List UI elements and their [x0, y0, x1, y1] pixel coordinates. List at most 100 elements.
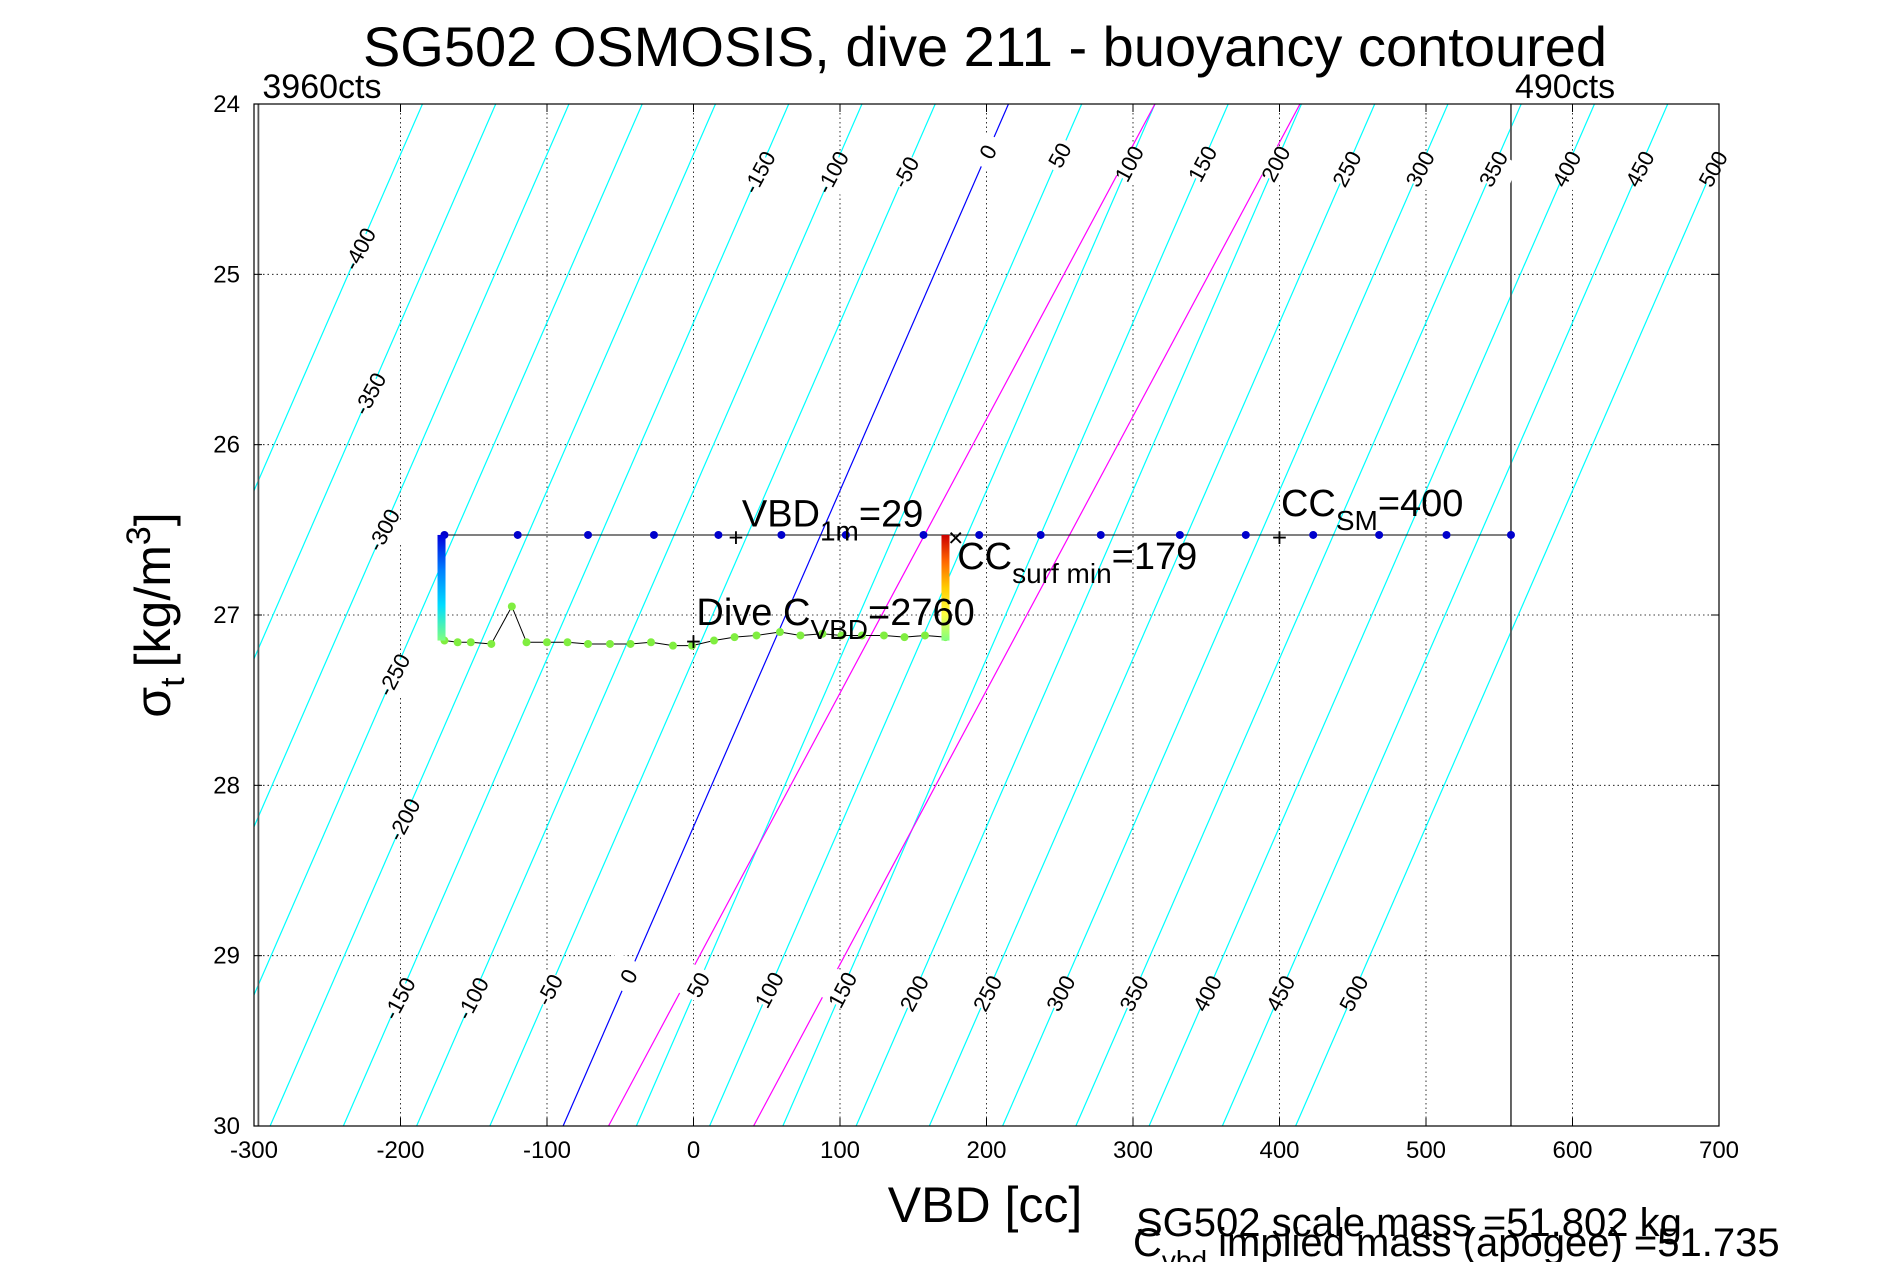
contour-label-bg [960, 968, 1015, 1018]
annotation-main: CC [1281, 483, 1336, 525]
x-tick-label: -100 [523, 1137, 571, 1164]
y-tick-label: 29 [213, 943, 240, 970]
surface-point [777, 530, 786, 539]
gradient-segment [941, 534, 950, 641]
y-tick-label: 28 [213, 772, 240, 799]
y-axis-superscript: 3 [120, 526, 158, 545]
dive-point [688, 641, 697, 650]
annotation-vbd1m: VBD1m=29 [742, 493, 924, 546]
dive-point [879, 631, 888, 640]
x-tick-label: 500 [1406, 1137, 1446, 1164]
contour-line [1221, 104, 1669, 1126]
contour-line [254, 104, 643, 997]
contour-line [254, 104, 424, 493]
marker: × [948, 522, 963, 552]
dive-point [647, 638, 656, 647]
y-tick-label: 24 [213, 91, 240, 118]
annotation-main: CC [957, 536, 1012, 578]
x-tick-label: 200 [966, 1137, 1006, 1164]
contour-line [254, 104, 497, 661]
y-axis-label: σt [kg/m3] [120, 512, 192, 717]
contour-label-bg [878, 147, 933, 197]
x-axis-label: VBD [cc] [888, 1177, 1082, 1233]
contour-label-bg [1106, 968, 1161, 1018]
surface-point [1375, 530, 1384, 539]
y-tick-label: 30 [213, 1113, 240, 1140]
annotation-sub: 1m [820, 515, 859, 546]
surface-point [649, 530, 658, 539]
y-axis-unit: [kg/m [125, 545, 181, 667]
annotation-main: VBD [742, 493, 820, 535]
annotation-sub: SM [1336, 505, 1378, 536]
dive-point [543, 638, 551, 647]
markers: + × + + [686, 522, 1287, 656]
annotation-sub: surf min [1012, 558, 1112, 589]
dive-point [775, 628, 784, 637]
y-tick-label: 25 [213, 261, 240, 288]
svg-text:σt[kg/m3]: σt [kg/m3] [120, 512, 192, 717]
footer-implied-mass-main: C [1133, 1221, 1162, 1262]
contour-labels: -400-350-300-250-200-150 -100 -500 50 100 150… [332, 127, 1740, 1024]
contour-label-bg [372, 973, 426, 1023]
contour-label-bg [522, 965, 577, 1015]
dive-point [522, 638, 531, 647]
x-tick-label: 0 [687, 1137, 700, 1164]
contour-line [342, 104, 790, 1126]
surface-point [1309, 530, 1318, 539]
y-axis-symbol: σ [125, 687, 181, 718]
dive-point [900, 633, 909, 642]
dive-point [920, 631, 929, 640]
dive-point [453, 638, 462, 647]
dive-series [437, 530, 1515, 650]
dive-point [668, 641, 677, 650]
marker: + [686, 626, 701, 656]
contour-line [1075, 104, 1522, 1126]
dive-point [466, 638, 475, 647]
contour-label-bg [332, 224, 387, 274]
annotation-ccsm: CCSM=400 [1281, 483, 1463, 536]
contour-line [269, 104, 717, 1126]
contour-label-bg [960, 127, 1015, 177]
contour-label-bg [1326, 968, 1381, 1018]
contour-label-bg [356, 505, 411, 555]
annotation-tail: =2760 [868, 592, 975, 634]
dive-point [487, 639, 496, 648]
surface-point [919, 530, 928, 539]
footer-implied-mass-sub: vbd [1162, 1245, 1207, 1262]
contour-label-bg [1319, 144, 1374, 194]
dive-point [752, 631, 761, 640]
footer-implied-mass-tail: implied mass (apogee) =51.735 [1207, 1221, 1780, 1262]
grid [254, 104, 1719, 1126]
y-axis-subscript: t [154, 677, 192, 687]
y-axis-close: ] [125, 512, 181, 526]
x-tick-label: 100 [820, 1137, 860, 1164]
x-tick-label: -200 [376, 1137, 424, 1164]
chart-title: SG502 OSMOSIS, dive 211 - buoyancy conto… [363, 15, 1607, 78]
x-tick-label: 400 [1259, 1137, 1299, 1164]
highlight-contour-line [753, 104, 1301, 1126]
contour-line [1002, 104, 1449, 1126]
dive-point [626, 639, 635, 648]
highlight-contour-line [608, 104, 1156, 1126]
contour-line [855, 104, 1303, 1126]
contour-line [254, 104, 570, 829]
surface-point [513, 530, 522, 539]
contour-line [782, 104, 1229, 1126]
contour-label-bg [1392, 144, 1447, 194]
x-tick-label: -300 [230, 1137, 278, 1164]
dive-point [605, 639, 614, 648]
x-tick-label: 300 [1113, 1137, 1153, 1164]
gradient-segment [437, 534, 446, 641]
surface-point [1036, 530, 1045, 539]
surface-point [1442, 530, 1451, 539]
annotation-tail: =29 [859, 493, 923, 535]
dive-point [857, 631, 866, 640]
y-tick-label: 26 [213, 432, 240, 459]
contour-line [416, 104, 863, 1126]
surface-point [714, 530, 723, 539]
surface-point [584, 530, 593, 539]
contour-line [1295, 152, 1719, 1126]
contour-label-bg [601, 951, 656, 1001]
